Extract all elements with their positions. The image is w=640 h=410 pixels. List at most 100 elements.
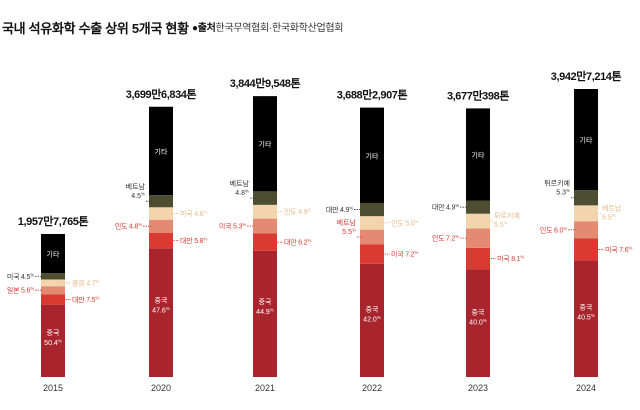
bar-segment-2015-fourth <box>41 279 65 287</box>
bar-segment-2015-second <box>41 294 65 305</box>
source-text: 한국무역협회·한국화학산업협회 <box>215 23 344 34</box>
bar-segment-2023-second <box>466 247 490 270</box>
segment-label-2015-second: 대만 7.5% <box>72 295 99 304</box>
year-label-2024: 2024 <box>576 383 596 393</box>
segment-label-2024-third: 인도 6.0% <box>540 225 567 234</box>
bar-segment-2023-fifth <box>466 200 490 214</box>
segment-label-2015-fourth: 홍콩 4.7% <box>72 278 99 287</box>
segment-label-2022-fifth: 대만 4.9% <box>326 205 353 214</box>
segment-label-2020-second: 대만 5.8% <box>180 236 207 245</box>
bar-segment-2021-third <box>253 218 277 234</box>
segment-label-2021-china-value: 44.9% <box>256 307 274 316</box>
bar-segment-2021-other <box>253 96 277 192</box>
segment-label-2021-fifth-name: 베트남 <box>230 179 250 188</box>
segment-label-2021-third: 미국 5.3% <box>219 222 246 231</box>
bar-segment-2021-fourth <box>253 204 277 219</box>
segment-label-2023-other: 기타 <box>472 150 485 159</box>
total-label-2015: 1,957만7,765톤 <box>18 214 89 228</box>
segment-label-2020-fourth: 미국 4.6% <box>180 209 207 218</box>
segment-label-2023-fourth-value: 5.5% <box>494 221 508 230</box>
bar-segment-2015-china <box>41 304 65 377</box>
segment-label-2020-china-name: 중국 <box>155 296 168 304</box>
segment-label-2023-third: 인도 7.2% <box>432 234 459 243</box>
segment-label-2015-fifth: 미국 4.5% <box>7 272 34 281</box>
bar-segment-2024-fifth <box>574 190 598 206</box>
total-label-2022: 3,688만2,907톤 <box>337 88 408 102</box>
bar-segment-2021-second <box>253 233 277 251</box>
segment-label-2020-fifth-name: 베트남 <box>126 182 146 191</box>
segment-label-2023-china-value: 40.0% <box>469 318 487 327</box>
bar-segment-2024-third <box>574 221 598 239</box>
bar-segment-2020-fifth <box>149 195 173 208</box>
year-label-2015: 2015 <box>43 383 63 393</box>
bar-segment-2020-third <box>149 219 173 233</box>
total-label-2021: 3,844만9,548톤 <box>230 76 301 90</box>
segment-label-2020-fifth-value: 4.5% <box>131 192 145 201</box>
bar-segment-2021-china <box>253 250 277 377</box>
segment-label-2024-other: 기타 <box>580 136 593 145</box>
segment-label-2021-fifth-value: 4.8% <box>235 189 249 198</box>
source-note: ●출처한국무역협회·한국화학산업협회 <box>192 19 343 34</box>
segment-label-2023-china-name: 중국 <box>472 309 485 317</box>
segment-label-2015-other: 기타 <box>47 250 60 259</box>
segment-label-2024-fourth-name: 베트남 <box>602 203 622 212</box>
segment-label-2021-fourth: 인도 4.9% <box>284 207 311 216</box>
total-label-2020: 3,699만6,834톤 <box>126 87 197 101</box>
segment-label-2020-third: 인도 4.8% <box>115 222 142 231</box>
chart-header: 국내 석유화학 수출 상위 5개국 현황 ●출처한국무역협회·한국화학산업협회 <box>0 0 640 40</box>
source-label: ●출처 <box>192 23 216 34</box>
segment-label-2021-second: 대만 6.2% <box>284 238 311 247</box>
segment-label-2023-second: 미국 8.1% <box>497 254 524 263</box>
segment-label-2021-china-name: 중국 <box>259 298 272 306</box>
bar-segment-2022-china <box>360 263 384 377</box>
segment-label-2024-china-name: 중국 <box>580 303 593 311</box>
bar-segment-2020-other <box>149 106 173 196</box>
bar-segment-2024-second <box>574 238 598 261</box>
bar-segment-2023-other <box>466 108 490 201</box>
bar-segment-2023-third <box>466 228 490 248</box>
year-label-2022: 2022 <box>362 383 382 393</box>
segment-label-2015-china-value: 50.4% <box>44 339 62 348</box>
segment-label-2022-other: 기타 <box>366 151 379 160</box>
segment-label-2023-fourth-name: 튀르키예 <box>494 211 520 220</box>
bar-segment-2022-third <box>360 229 384 245</box>
bar-segment-2022-other <box>360 107 384 203</box>
bar-segment-2022-fifth <box>360 202 384 217</box>
bar-segment-2022-fourth <box>360 216 384 230</box>
segment-label-2020-china-value: 47.6% <box>152 306 170 315</box>
segment-label-2023-fifth: 대만 4.9% <box>432 203 459 212</box>
bar-segment-2015-fifth <box>41 273 65 280</box>
bar-segment-2020-fourth <box>149 207 173 220</box>
segment-label-2024-fifth-name: 튀르키예 <box>544 179 570 188</box>
total-label-2024: 3,942만7,214톤 <box>551 69 622 83</box>
segment-label-2024-second: 미국 7.6% <box>605 245 632 254</box>
total-label-2023: 3,677만398톤 <box>447 88 509 102</box>
segment-label-2015-third: 일본 5.6% <box>7 286 34 295</box>
bar-segment-2024-other <box>574 89 598 191</box>
bar-segment-2020-china <box>149 248 173 377</box>
segment-label-2022-china-value: 42.0% <box>363 315 381 324</box>
bar-segment-2022-second <box>360 244 384 264</box>
bar-segment-2015-third <box>41 286 65 295</box>
year-label-2023: 2023 <box>468 383 488 393</box>
bar-segment-2020-second <box>149 232 173 249</box>
bar-segment-2015-other <box>41 233 65 274</box>
bar-segment-2021-fifth <box>253 191 277 205</box>
segment-label-2024-fifth-value: 5.3% <box>556 188 570 197</box>
segment-label-2022-third-name: 베트남 <box>337 218 357 227</box>
segment-label-2024-china-value: 40.5% <box>577 313 595 322</box>
bar-segment-2024-china <box>574 260 598 377</box>
segment-label-2022-china-name: 중국 <box>366 305 379 313</box>
segment-label-2021-other: 기타 <box>259 140 272 149</box>
segment-label-2015-china-name: 중국 <box>47 329 60 337</box>
year-label-2021: 2021 <box>255 383 275 393</box>
segment-label-2022-third-value: 5.5% <box>342 228 356 237</box>
bar-segment-2023-china <box>466 269 490 377</box>
segment-label-2022-fourth: 인도 5.0% <box>391 218 418 227</box>
segment-label-2022-second: 미국 7.2% <box>391 250 418 259</box>
chart-title: 국내 석유화학 수출 상위 5개국 현황 <box>2 21 189 36</box>
segment-label-2024-fourth-value: 5.5% <box>602 213 616 222</box>
bar-segment-2024-fourth <box>574 205 598 222</box>
segment-label-2020-other: 기타 <box>155 147 168 156</box>
